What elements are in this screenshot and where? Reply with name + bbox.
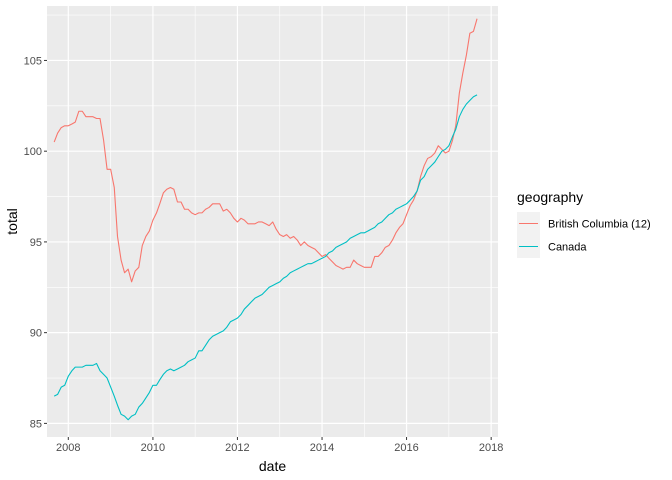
x-tick-label: 2016 <box>394 442 418 454</box>
legend-label: British Columbia (12) <box>548 219 651 231</box>
x-tick-label: 2018 <box>479 442 503 454</box>
y-tick-label: 95 <box>30 237 42 249</box>
x-tick-label: 2012 <box>225 442 249 454</box>
series-lines <box>53 18 478 421</box>
series-line-canada <box>53 94 478 421</box>
y-tick-label: 105 <box>24 55 42 67</box>
x-tick-label: 2014 <box>310 442 334 454</box>
legend-item-british-columbia-12: British Columbia (12) <box>517 212 651 235</box>
legend-label: Canada <box>548 242 587 254</box>
x-tick-label: 2008 <box>56 442 80 454</box>
grid-major <box>47 6 498 437</box>
y-tick-label: 100 <box>24 146 42 158</box>
legend-title: geography <box>517 189 583 205</box>
x-axis-title: date <box>259 458 286 474</box>
series-line-british-columbia-12 <box>53 18 478 283</box>
x-tick-label: 2010 <box>141 442 165 454</box>
y-axis: 85 90 95 100 105 <box>24 55 47 430</box>
y-tick-label: 85 <box>30 418 42 430</box>
legend-item-canada: Canada <box>517 235 587 258</box>
y-axis-title: total <box>4 208 20 234</box>
grid-minor <box>47 6 498 437</box>
y-tick-label: 90 <box>30 328 42 340</box>
x-axis: 2008 2010 2012 2014 2016 2018 <box>56 437 503 454</box>
legend: geography British Columbia (12) Canada <box>517 189 651 258</box>
